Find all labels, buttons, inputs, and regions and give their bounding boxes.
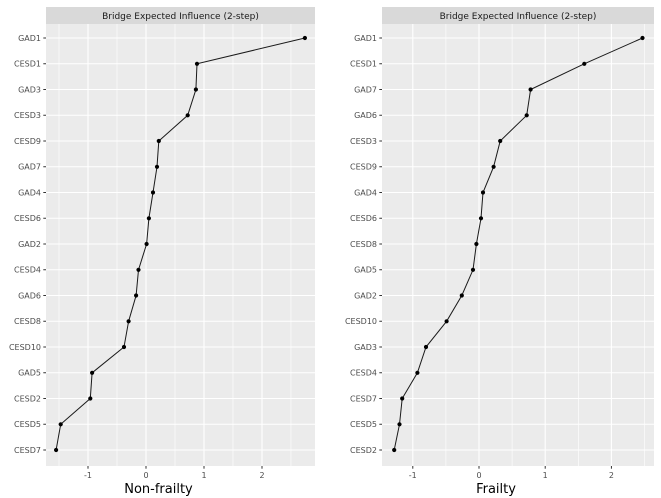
data-point: [194, 61, 200, 66]
data-point: [185, 113, 190, 118]
data-point: [524, 113, 529, 118]
y-axis-label: CESD10: [345, 317, 377, 326]
y-axis-label: GAD5: [18, 369, 41, 378]
strip-background: [46, 7, 315, 24]
x-tick-label: 2: [609, 471, 614, 480]
data-point: [392, 447, 397, 453]
y-axis-label: GAD4: [354, 188, 377, 197]
strip-title: Bridge Expected Influence (2-step): [440, 12, 597, 22]
data-point: [423, 344, 429, 350]
y-axis-label: CESD8: [350, 240, 377, 249]
y-axis-label: CESD5: [350, 420, 377, 429]
x-tick-label: 0: [476, 471, 481, 480]
y-axis-label: CESD6: [350, 214, 377, 223]
data-point: [415, 370, 420, 375]
y-axis-label: CESD9: [14, 137, 41, 146]
y-axis-label: GAD3: [18, 85, 41, 94]
strip-title: Bridge Expected Influence (2-step): [102, 12, 259, 22]
data-point: [144, 241, 149, 247]
y-axis-label: CESD5: [14, 420, 41, 429]
chart-frailty: Bridge Expected Influence (2-step) GAD1 CE…: [345, 7, 654, 497]
y-axis-label: CESD1: [350, 60, 377, 69]
data-point: [146, 216, 151, 221]
y-axis-label: GAD7: [354, 85, 377, 94]
y-axis-label: GAD6: [354, 111, 377, 120]
x-tick-label: -1: [84, 471, 92, 480]
data-point: [126, 319, 131, 324]
data-point: [640, 35, 645, 41]
data-point: [88, 396, 93, 401]
x-tick-label: -1: [409, 471, 417, 480]
x-tick-label: 2: [259, 471, 264, 480]
x-tick-label: 1: [201, 471, 206, 480]
y-axis-label: GAD1: [18, 34, 41, 43]
y-axis-label: CESD8: [14, 317, 41, 326]
data-point: [154, 164, 160, 169]
x-tick-label: 1: [543, 471, 548, 480]
y-axis-label: GAD1: [354, 34, 377, 43]
data-point: [470, 267, 476, 272]
data-point: [58, 422, 63, 427]
y-axis-label: GAD3: [354, 343, 377, 352]
y-axis-label: CESD9: [350, 163, 377, 172]
panel-background: [382, 24, 654, 466]
x-axis-title: Non-frailty: [124, 482, 193, 497]
data-point: [156, 138, 161, 144]
data-point: [121, 344, 127, 350]
y-axis-label: CESD3: [14, 111, 41, 120]
data-point: [528, 87, 533, 92]
y-axis-label: CESD6: [14, 214, 41, 223]
data-point: [136, 267, 141, 272]
y-axis-label: GAD2: [354, 291, 377, 300]
y-axis-label: GAD4: [18, 188, 41, 197]
data-point: [54, 447, 59, 453]
x-tick-label: 0: [143, 471, 148, 480]
data-point: [90, 370, 95, 375]
y-axis-label: GAD2: [18, 240, 41, 249]
y-axis-label: CESD1: [14, 60, 41, 69]
data-point: [400, 396, 405, 401]
data-point: [193, 87, 198, 92]
data-point: [491, 164, 496, 169]
y-axis-label: GAD7: [18, 163, 41, 172]
x-axis-title: Frailty: [476, 482, 516, 497]
data-point: [459, 293, 464, 298]
y-axis-label: CESD2: [14, 394, 41, 403]
data-point: [134, 293, 139, 298]
data-point: [478, 216, 484, 221]
y-axis-label: CESD4: [14, 266, 41, 275]
data-point: [150, 190, 156, 195]
data-point: [444, 319, 449, 324]
y-axis-label: CESD4: [350, 369, 377, 378]
y-axis-label: CESD7: [14, 446, 41, 455]
y-axis-label: GAD5: [354, 266, 377, 275]
y-axis-label: CESD3: [350, 137, 377, 146]
y-axis-label: CESD2: [350, 446, 377, 455]
chart-non-frailty: Bridge Expected Influence (2-step) GAD1 CE…: [9, 7, 315, 497]
data-point: [397, 422, 402, 427]
y-axis-label: CESD7: [350, 394, 377, 403]
strip-background: [382, 7, 654, 24]
data-point: [302, 35, 307, 41]
data-point: [480, 190, 486, 195]
data-point: [498, 138, 503, 144]
panel-background: [46, 24, 315, 466]
data-point: [474, 241, 479, 247]
y-axis-label: GAD6: [18, 291, 41, 300]
data-point: [582, 61, 587, 66]
y-axis-label: CESD10: [9, 343, 41, 352]
